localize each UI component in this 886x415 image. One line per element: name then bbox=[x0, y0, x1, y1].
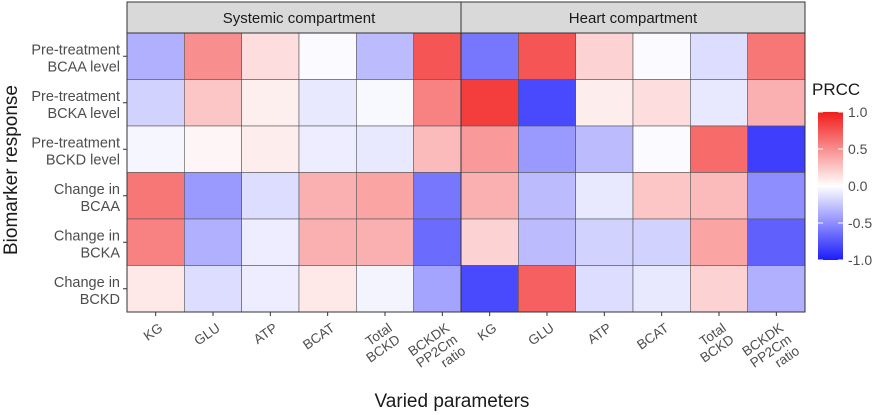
x-tick-label: GLU bbox=[191, 320, 222, 348]
x-tick-label: BCKDKPP2Cmratio bbox=[405, 320, 468, 382]
x-tick-label: BCAT bbox=[300, 320, 337, 352]
panel-border bbox=[460, 32, 806, 313]
legend-tick-label: 1.0 bbox=[848, 104, 868, 120]
heatmap-cell bbox=[356, 79, 414, 127]
heatmap-cell bbox=[356, 172, 414, 220]
heatmap-cell bbox=[690, 172, 748, 220]
heatmap-cell bbox=[690, 32, 748, 80]
heatmap-cell bbox=[460, 172, 519, 220]
heatmap-cell bbox=[747, 79, 806, 127]
heatmap-cell bbox=[460, 265, 519, 313]
facet-strip-systemic-compartment bbox=[126, 1, 472, 34]
heatmap-cell bbox=[632, 265, 691, 313]
heatmap-cell bbox=[241, 172, 300, 220]
legend-tick-label: -1.0 bbox=[848, 252, 872, 268]
heatmap-cell bbox=[241, 79, 300, 127]
heatmap-cell bbox=[356, 218, 414, 266]
heatmap-cell bbox=[356, 265, 414, 313]
heatmap-cell bbox=[241, 265, 300, 313]
x-tick-label: ATP bbox=[251, 320, 280, 347]
heatmap-cell bbox=[518, 172, 576, 220]
heatmap-cell bbox=[126, 218, 185, 266]
heatmap-cell bbox=[575, 32, 634, 80]
heatmap-cell bbox=[518, 32, 576, 80]
facet-strip-heart-compartment bbox=[460, 1, 806, 34]
x-tick-label: ATP bbox=[585, 320, 614, 347]
heatmap-cell bbox=[747, 32, 806, 80]
heatmap-cell bbox=[298, 218, 357, 266]
heatmap-cell bbox=[747, 218, 806, 266]
x-axis-title: Varied parameters bbox=[375, 391, 530, 412]
heatmap-cell bbox=[184, 79, 242, 127]
heatmap-cell bbox=[747, 125, 806, 173]
heatmap-cell bbox=[241, 218, 300, 266]
heatmap-cell bbox=[126, 125, 185, 173]
heatmap-cell bbox=[241, 125, 300, 173]
heatmap-cell bbox=[126, 172, 185, 220]
x-tick-label: GLU bbox=[525, 320, 556, 348]
heatmap-cell bbox=[690, 265, 748, 313]
heatmap-cell bbox=[575, 79, 634, 127]
heatmap-cell bbox=[298, 265, 357, 313]
heatmap-cell bbox=[690, 218, 748, 266]
y-tick-label: Change in BCKA bbox=[54, 228, 120, 261]
heatmap-cell bbox=[241, 32, 300, 80]
heatmap-cell bbox=[632, 125, 691, 173]
heatmap-cell bbox=[184, 32, 242, 80]
heatmap-cell bbox=[575, 218, 634, 266]
heatmap-cell bbox=[184, 218, 242, 266]
x-tick-label: BCAT bbox=[634, 320, 671, 352]
y-tick-label: Pre-treatment BCKD level bbox=[31, 135, 120, 168]
heatmap-cell bbox=[298, 125, 357, 173]
heatmap-cell bbox=[184, 172, 242, 220]
heatmap-cell bbox=[690, 125, 748, 173]
heatmap-cell bbox=[575, 265, 634, 313]
facet-title-systemic-compartment: Systemic compartment bbox=[223, 10, 376, 27]
heatmap-cell bbox=[298, 172, 357, 220]
heatmap-cell bbox=[126, 79, 185, 127]
heatmap-cell bbox=[632, 79, 691, 127]
heatmap-cell bbox=[632, 32, 691, 80]
heatmap-cell bbox=[184, 265, 242, 313]
x-tick-label: TotalBCKD bbox=[689, 320, 737, 365]
legend-tick-label: -0.5 bbox=[848, 215, 872, 231]
heatmap-cell bbox=[356, 32, 414, 80]
heatmap-cell bbox=[575, 172, 634, 220]
legend-tick-label: 0.5 bbox=[848, 141, 868, 157]
heatmap-cell bbox=[298, 79, 357, 127]
x-tick-label: KG bbox=[141, 320, 166, 343]
heatmap-cell bbox=[298, 32, 357, 80]
facet-title-heart-compartment: Heart compartment bbox=[569, 10, 698, 27]
heatmap-cell bbox=[126, 32, 185, 80]
heatmap-cell bbox=[747, 265, 806, 313]
heatmap-cell bbox=[690, 79, 748, 127]
y-tick-label: Change in BCKD bbox=[54, 275, 120, 308]
heatmap-cell bbox=[518, 265, 576, 313]
x-tick-label: BCKDKPP2Cmratio bbox=[739, 320, 802, 382]
y-tick-label: Pre-treatment BCAA level bbox=[31, 42, 120, 75]
heatmap-cell bbox=[460, 125, 519, 173]
heatmap-cell bbox=[632, 218, 691, 266]
heatmap-cell bbox=[518, 125, 576, 173]
y-tick-label: Change in BCAA bbox=[54, 182, 120, 215]
x-tick-label: KG bbox=[475, 320, 500, 343]
heatmap-cell bbox=[518, 218, 576, 266]
legend-title: PRCC bbox=[812, 80, 860, 99]
heatmap-cell bbox=[356, 125, 414, 173]
heatmap-cell bbox=[460, 79, 519, 127]
x-tick-label: TotalBCKD bbox=[355, 320, 403, 365]
heatmap-cell bbox=[460, 32, 519, 80]
heatmap-cell bbox=[518, 79, 576, 127]
y-axis-title: Biomarker response bbox=[1, 85, 22, 255]
heatmap-cell bbox=[632, 172, 691, 220]
y-tick-label: Pre-treatment BCKA level bbox=[31, 89, 120, 122]
heatmap-cell bbox=[184, 125, 242, 173]
legend-tick-label: 0.0 bbox=[848, 178, 868, 194]
heatmap-cell bbox=[460, 218, 519, 266]
heatmap-cell bbox=[126, 265, 185, 313]
heatmap-cell bbox=[747, 172, 806, 220]
heatmap-cell bbox=[575, 125, 634, 173]
